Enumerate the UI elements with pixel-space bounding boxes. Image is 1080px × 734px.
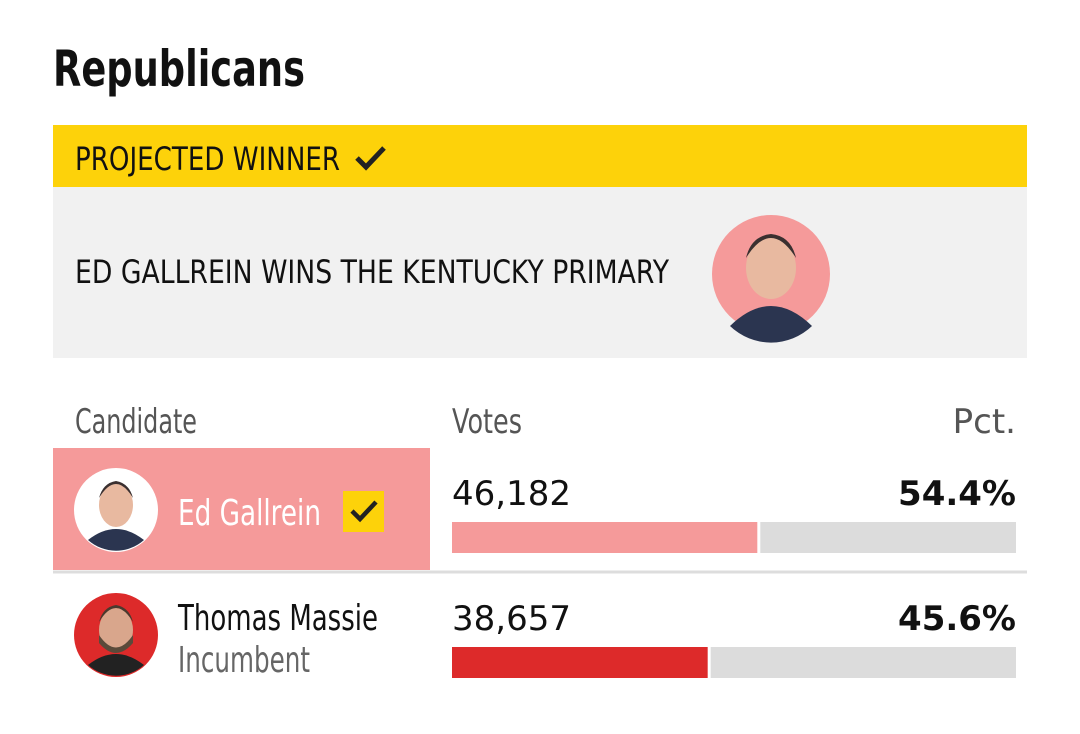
check-icon — [350, 500, 378, 523]
header-pct: Pct. — [953, 402, 1016, 442]
title: Republicans — [53, 40, 305, 98]
candidate-name: Thomas Massie — [177, 598, 378, 639]
votes: 46,182 — [452, 474, 571, 514]
banner-label: PROJECTED WINNER — [75, 140, 340, 178]
candidate-photo — [74, 593, 158, 677]
banner-box — [53, 187, 1027, 358]
pct: 45.6% — [898, 599, 1016, 639]
header-candidate: Candidate — [75, 402, 197, 442]
pct-bar — [452, 647, 710, 678]
candidate-photo — [74, 468, 158, 552]
banner-bar — [53, 125, 1027, 187]
check-icon — [355, 146, 386, 171]
winner-check-box — [343, 491, 384, 532]
pct: 54.4% — [898, 474, 1016, 514]
winner-photo — [712, 215, 830, 343]
votes: 38,657 — [452, 599, 571, 639]
candidate-note: Incumbent — [178, 640, 310, 681]
header-votes: Votes — [452, 402, 522, 442]
candidate-name: Ed Gallrein — [178, 493, 321, 534]
pct-bar — [452, 522, 759, 553]
headline: ED GALLREIN WINS THE KENTUCKY PRIMARY — [75, 253, 669, 291]
